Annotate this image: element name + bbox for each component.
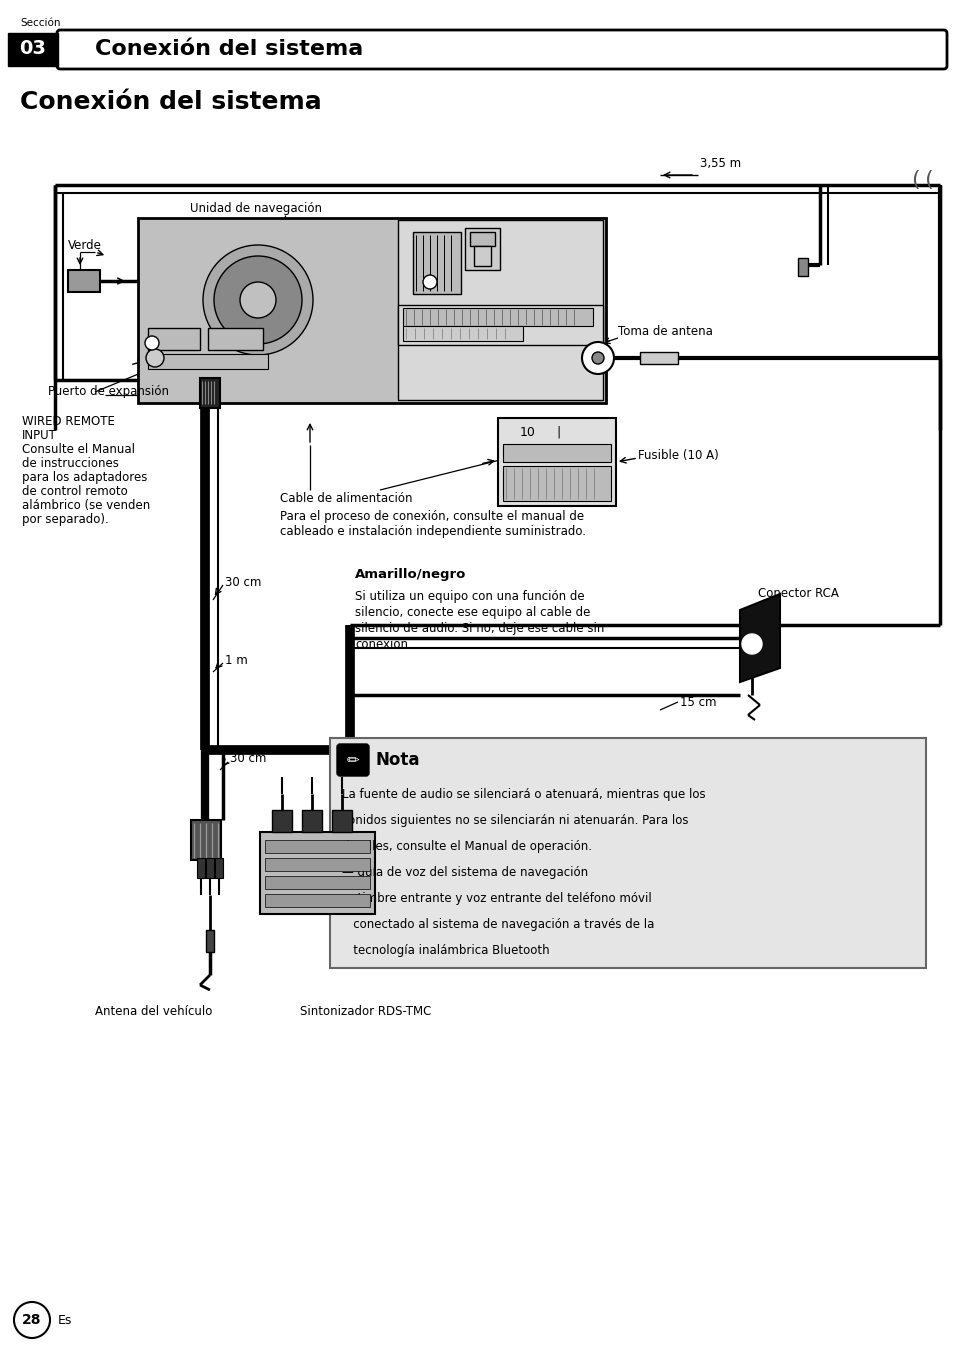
Bar (208, 329, 263, 350)
Text: cableado e instalación independiente suministrado.: cableado e instalación independiente sum… (280, 525, 585, 538)
Bar (402, 326, 522, 341)
Text: Si utiliza un equipo con una función de: Si utiliza un equipo con una función de (355, 589, 584, 603)
Bar (464, 228, 499, 270)
Bar (497, 418, 616, 506)
Bar (191, 821, 221, 860)
Bar (502, 466, 610, 502)
Bar (196, 859, 205, 877)
Text: tecnología inalámbrica Bluetooth: tecnología inalámbrica Bluetooth (341, 944, 549, 957)
Text: Verde: Verde (68, 239, 102, 251)
Bar (272, 810, 292, 831)
Text: ( (: ( ( (911, 170, 933, 191)
Circle shape (203, 245, 313, 356)
Circle shape (581, 342, 614, 375)
Bar (265, 859, 370, 871)
Bar (148, 329, 200, 350)
Bar (214, 859, 223, 877)
Bar (332, 810, 352, 831)
Text: conectado al sistema de navegación a través de la: conectado al sistema de navegación a tra… (341, 918, 654, 932)
Text: |: | (556, 426, 559, 439)
Text: detalles, consulte el Manual de operación.: detalles, consulte el Manual de operació… (341, 840, 592, 853)
Text: ✏: ✏ (346, 753, 359, 768)
Bar (138, 218, 605, 403)
Circle shape (240, 283, 275, 318)
FancyBboxPatch shape (336, 744, 369, 776)
Bar (397, 306, 602, 345)
Text: Nota: Nota (375, 750, 420, 769)
Text: Sintonizador RDS-TMC: Sintonizador RDS-TMC (299, 1005, 431, 1018)
Text: Fusible (10 A): Fusible (10 A) (638, 449, 718, 461)
Circle shape (592, 352, 603, 364)
Text: Conexión del sistema: Conexión del sistema (20, 91, 321, 114)
Text: silencio, conecte ese equipo al cable de: silencio, conecte ese equipo al cable de (355, 606, 590, 619)
Bar (397, 220, 602, 400)
Text: alámbrico (se venden: alámbrico (se venden (22, 499, 150, 512)
Bar (330, 738, 925, 968)
Bar (302, 810, 322, 831)
Text: Conexión del sistema: Conexión del sistema (95, 39, 363, 59)
Bar (797, 258, 807, 276)
Text: 30 cm: 30 cm (225, 576, 261, 588)
Text: Cable de alimentación: Cable de alimentación (280, 492, 412, 506)
Bar (413, 233, 460, 293)
Text: 3,55 m: 3,55 m (700, 157, 740, 170)
Bar (502, 443, 610, 462)
Bar (265, 876, 370, 890)
Circle shape (213, 256, 302, 343)
Circle shape (145, 337, 159, 350)
Circle shape (14, 1302, 50, 1338)
Circle shape (741, 634, 761, 654)
Bar (265, 840, 370, 853)
Text: 10: 10 (519, 426, 536, 439)
Polygon shape (740, 594, 780, 681)
Text: Para el proceso de conexión, consulte el manual de: Para el proceso de conexión, consulte el… (280, 510, 583, 523)
Bar (206, 930, 213, 952)
Text: 15 cm: 15 cm (679, 696, 716, 708)
Text: — guía de voz del sistema de navegación: — guía de voz del sistema de navegación (341, 867, 587, 879)
Text: sonidos siguientes no se silenciarán ni atenuarán. Para los: sonidos siguientes no se silenciarán ni … (341, 814, 688, 827)
Bar (200, 379, 220, 408)
Text: de control remoto: de control remoto (22, 485, 128, 498)
Circle shape (422, 274, 436, 289)
Text: silencio de audio. Si no, deje ese cable sin: silencio de audio. Si no, deje ese cable… (355, 622, 604, 635)
Text: conexión.: conexión. (355, 638, 412, 652)
Text: 03: 03 (20, 39, 47, 58)
Text: 30 cm: 30 cm (230, 752, 266, 764)
Bar (260, 831, 375, 914)
Bar (474, 246, 491, 266)
Text: Amarillo/negro: Amarillo/negro (355, 568, 466, 581)
Text: Es: Es (58, 1314, 72, 1326)
Text: — timbre entrante y voz entrante del teléfono móvil: — timbre entrante y voz entrante del tel… (341, 892, 651, 904)
Text: Consulte el Manual: Consulte el Manual (22, 443, 135, 456)
Text: La fuente de audio se silenciará o atenuará, mientras que los: La fuente de audio se silenciará o atenu… (341, 788, 705, 800)
FancyBboxPatch shape (57, 30, 946, 69)
Text: WIRED REMOTE: WIRED REMOTE (22, 415, 114, 429)
Text: Puerto de expansión: Puerto de expansión (48, 385, 169, 397)
Text: por separado).: por separado). (22, 512, 109, 526)
Bar (68, 270, 100, 292)
Text: Toma de antena: Toma de antena (618, 324, 712, 338)
Text: 1 m: 1 m (225, 653, 248, 667)
Bar (470, 233, 495, 246)
Bar (8, 32, 58, 66)
Bar (639, 352, 678, 364)
Text: Conector RCA: Conector RCA (758, 587, 838, 600)
Text: Unidad de navegación: Unidad de navegación (190, 201, 322, 215)
Text: 28: 28 (22, 1313, 42, 1328)
Text: INPUT: INPUT (22, 429, 57, 442)
Bar (148, 354, 268, 369)
Text: de instrucciones: de instrucciones (22, 457, 119, 470)
Text: Antena del vehículo: Antena del vehículo (95, 1005, 213, 1018)
Text: Sección: Sección (20, 18, 60, 28)
Bar (206, 859, 213, 877)
Bar (402, 308, 593, 326)
Bar (265, 894, 370, 907)
Circle shape (146, 349, 164, 366)
Text: para los adaptadores: para los adaptadores (22, 470, 147, 484)
